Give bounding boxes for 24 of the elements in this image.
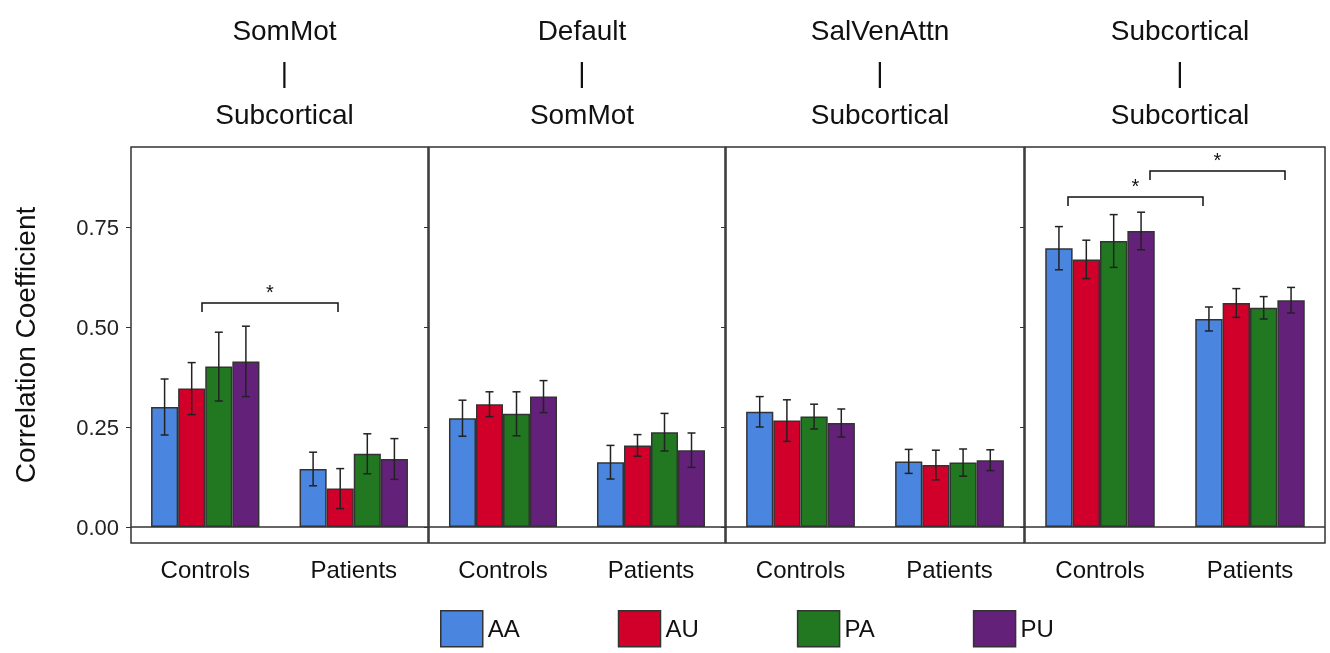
x-tick-label: Patients xyxy=(1206,555,1294,583)
chart-title: SalVenAttn | Subcortical xyxy=(810,14,950,130)
x-tick-label: Patients xyxy=(607,555,695,583)
x-tick-label: Controls xyxy=(458,555,548,583)
x-tick-label: Controls xyxy=(755,555,846,583)
legend-label: AA xyxy=(487,615,520,643)
legend-label: AU xyxy=(665,615,699,643)
chart-title: Subcortical | Subcortical xyxy=(1110,14,1250,130)
annotation: * xyxy=(1213,149,1222,171)
y-axis-title: Correlation Coefficient xyxy=(9,206,41,484)
x-tick-label: Patients xyxy=(310,555,398,583)
annotation: * xyxy=(266,281,275,303)
legend-label: PU xyxy=(1020,615,1054,643)
y-tick-label: 0.00 xyxy=(76,514,119,540)
y-tick-label: 0.25 xyxy=(76,414,119,440)
x-tick-label: Controls xyxy=(1055,555,1145,583)
legend-label: PA xyxy=(844,615,875,643)
y-tick-label: 0.75 xyxy=(76,214,119,240)
x-tick-label: Controls xyxy=(160,555,250,583)
y-tick-label: 0.50 xyxy=(76,314,119,340)
annotation: * xyxy=(1131,175,1140,197)
chart-title: SomMot | Subcortical xyxy=(215,14,354,130)
x-tick-label: Patients xyxy=(906,555,993,583)
chart-title: Default | SomMot xyxy=(529,14,635,130)
